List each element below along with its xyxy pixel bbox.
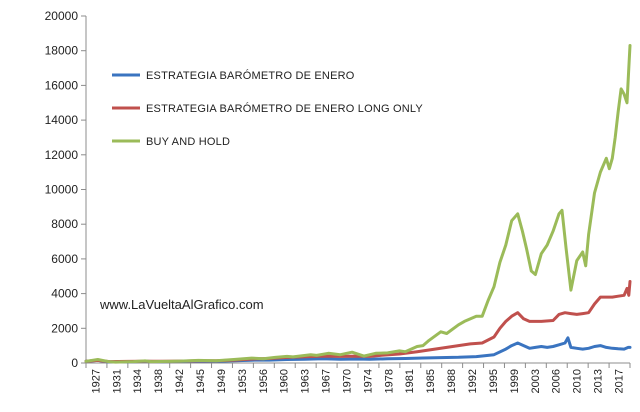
x-axis: 1927 1931 1934 1938 1942 1945 1949 1953 1956 1960… <box>85 362 631 393</box>
x-tick-label: 1978 <box>383 369 395 393</box>
y-tick-label: 12000 <box>45 148 79 162</box>
x-tick-label: 1967 <box>321 369 333 393</box>
legend-label-1: ESTRATEGIA BARÓMETRO DE ENERO LONG ONLY <box>146 102 423 115</box>
x-tick-label: 1970 <box>341 369 353 393</box>
x-tick-label: 2013 <box>593 369 605 393</box>
x-tick-label: 1985 <box>425 369 437 393</box>
x-tick-label: 1934 <box>132 369 144 393</box>
y-tick-label: 4000 <box>51 287 78 301</box>
x-tick-label: 1999 <box>509 369 521 393</box>
legend-label-0: ESTRATEGIA BARÓMETRO DE ENERO <box>146 69 355 82</box>
legend: ESTRATEGIA BARÓMETRO DE ENERO ESTRATEGIA … <box>112 69 423 148</box>
y-tick-label: 10000 <box>45 183 79 197</box>
x-tick-label: 1942 <box>174 369 186 393</box>
x-tick-label: 2010 <box>572 369 584 393</box>
y-tick-label: 16000 <box>45 78 79 92</box>
y-tick-label: 0 <box>71 356 78 370</box>
x-tick-label: 1949 <box>216 369 228 393</box>
series-line-0 <box>84 336 632 364</box>
y-tick-label: 18000 <box>45 44 79 58</box>
y-tick-label: 20000 <box>45 9 79 23</box>
series-layer <box>84 44 632 364</box>
x-tick-label: 1992 <box>467 369 479 393</box>
y-tick-label: 6000 <box>51 252 78 266</box>
x-tick-label: 1938 <box>153 369 165 393</box>
x-tick-label: 1974 <box>362 369 374 393</box>
y-tick-label: 8000 <box>51 217 78 231</box>
y-tick-label: 2000 <box>51 321 78 335</box>
x-tick-label: 1960 <box>279 369 291 393</box>
x-tick-label: 1988 <box>446 369 458 393</box>
x-tick-label: 1931 <box>111 369 123 393</box>
y-tick-label: 14000 <box>45 113 79 127</box>
x-tick-label: 1963 <box>300 369 312 393</box>
watermark-annotation: www.LaVueltaAlGrafico.com <box>99 297 264 312</box>
series-line-1 <box>84 280 632 364</box>
y-axis: 0 2000 4000 6000 8000 10000 12000 14000 16000 180… <box>45 9 87 370</box>
x-tick-label: 1995 <box>488 369 500 393</box>
x-tick-label: 1927 <box>90 369 102 393</box>
x-tick-label: 2003 <box>530 369 542 393</box>
x-tick-label: 1981 <box>404 369 416 393</box>
x-tick-label: 2017 <box>613 369 625 393</box>
x-tick-label: 1945 <box>195 369 207 393</box>
x-tick-label: 1956 <box>258 369 270 393</box>
x-tick-label: 1953 <box>237 369 249 393</box>
legend-label-2: BUY AND HOLD <box>146 136 230 148</box>
series-line-2 <box>84 44 632 364</box>
x-tick-label: 2006 <box>551 369 563 393</box>
